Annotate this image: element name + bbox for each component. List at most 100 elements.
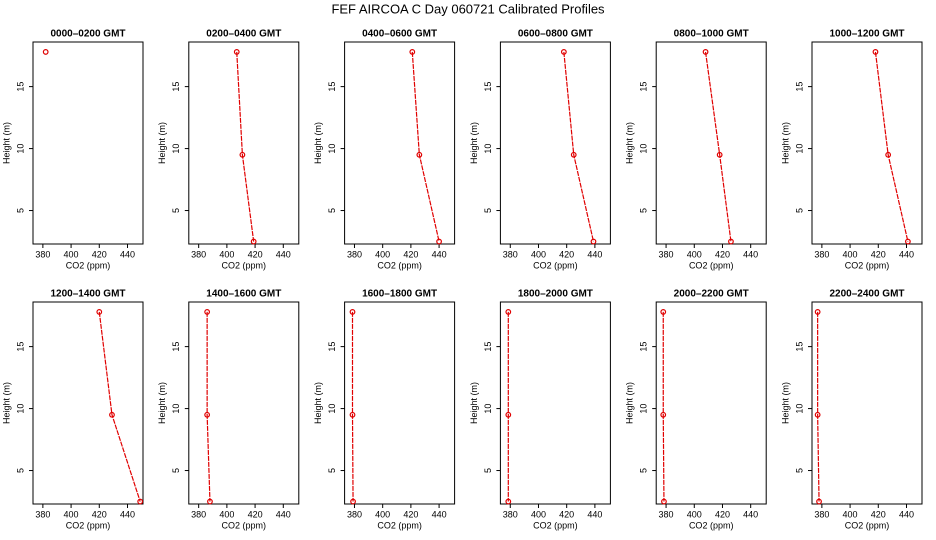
x-tick-label: 400 xyxy=(531,509,546,519)
x-axis-label: CO2 (ppm) xyxy=(845,260,890,270)
x-axis-label: CO2 (ppm) xyxy=(533,260,578,270)
y-tick-label: 5 xyxy=(483,208,493,213)
point xyxy=(660,309,667,315)
x-tick-label: 400 xyxy=(375,249,390,259)
y-axis-label: Height (m) xyxy=(780,122,790,164)
point xyxy=(207,498,213,505)
panel-title: 1200–1400 GMT xyxy=(50,289,125,300)
profile-line xyxy=(662,311,665,502)
x-axis-label: CO2 (ppm) xyxy=(377,260,422,270)
plot-frame xyxy=(655,41,767,245)
y-tick-label: 10 xyxy=(794,144,804,154)
x-tick-label: 400 xyxy=(687,509,702,519)
x-tick-label: 420 xyxy=(248,509,263,519)
y-axis-label: Height (m) xyxy=(157,382,167,424)
x-axis-label: CO2 (ppm) xyxy=(845,520,890,530)
x-tick-label: 380 xyxy=(35,509,50,519)
y-tick-label: 10 xyxy=(15,144,25,154)
point xyxy=(409,49,416,55)
panel-title: 1400–1600 GMT xyxy=(206,289,281,300)
point xyxy=(239,151,246,158)
x-tick-label: 380 xyxy=(191,509,206,519)
x-tick-label: 440 xyxy=(276,249,291,259)
y-tick-label: 15 xyxy=(327,82,337,92)
y-tick-label: 5 xyxy=(794,208,804,213)
x-axis-label: CO2 (ppm) xyxy=(222,520,267,530)
point xyxy=(661,498,667,505)
y-tick-label: 15 xyxy=(15,82,25,92)
y-tick-label: 5 xyxy=(15,208,25,213)
x-axis-label: CO2 (ppm) xyxy=(222,260,267,270)
plot-frame xyxy=(32,301,144,505)
point xyxy=(96,309,103,315)
y-tick-label: 10 xyxy=(639,144,649,154)
x-axis-label: CO2 (ppm) xyxy=(66,520,111,530)
y-tick-label: 10 xyxy=(483,144,493,154)
x-tick-label: 380 xyxy=(503,509,518,519)
plot-frame xyxy=(344,41,456,245)
point xyxy=(702,49,709,55)
x-tick-label: 420 xyxy=(871,509,886,519)
y-tick-label: 5 xyxy=(327,208,337,213)
x-tick-label: 400 xyxy=(64,509,79,519)
x-tick-label: 420 xyxy=(403,249,418,259)
x-axis-label: CO2 (ppm) xyxy=(689,520,734,530)
y-axis-label: Height (m) xyxy=(625,382,635,424)
plot-frame xyxy=(188,301,300,505)
x-tick-label: 420 xyxy=(92,249,107,259)
plot-frame xyxy=(499,41,611,245)
profile-line xyxy=(206,311,211,502)
y-tick-label: 5 xyxy=(483,468,493,473)
x-tick-label: 440 xyxy=(899,509,914,519)
point xyxy=(436,238,442,245)
panel-title: 1800–2000 GMT xyxy=(518,289,593,300)
x-tick-label: 380 xyxy=(659,509,674,519)
point xyxy=(416,151,423,158)
x-axis-label: CO2 (ppm) xyxy=(66,260,111,270)
plot-frame xyxy=(499,301,611,505)
profile-line xyxy=(874,51,909,242)
plot-frame xyxy=(811,41,923,245)
x-tick-label: 400 xyxy=(687,249,702,259)
y-tick-label: 15 xyxy=(15,342,25,352)
point xyxy=(885,151,892,158)
profile-line xyxy=(351,311,354,502)
point xyxy=(250,238,257,245)
point xyxy=(716,151,723,158)
x-tick-label: 380 xyxy=(814,509,829,519)
x-tick-label: 440 xyxy=(276,509,291,519)
panel-title: 2000–2200 GMT xyxy=(674,289,749,300)
plot-frame xyxy=(32,41,144,245)
y-axis-label: Height (m) xyxy=(313,122,323,164)
x-tick-label: 440 xyxy=(120,249,135,259)
x-tick-label: 440 xyxy=(587,249,602,259)
x-axis-label: CO2 (ppm) xyxy=(689,260,734,270)
y-tick-label: 5 xyxy=(15,468,25,473)
point xyxy=(204,411,211,418)
x-tick-label: 440 xyxy=(432,509,447,519)
y-tick-label: 5 xyxy=(639,208,649,213)
x-tick-label: 440 xyxy=(587,509,602,519)
y-axis-label: Height (m) xyxy=(1,382,11,424)
y-axis-label: Height (m) xyxy=(469,122,479,164)
y-tick-label: 5 xyxy=(171,468,181,473)
point xyxy=(660,411,667,418)
point xyxy=(728,238,734,245)
point xyxy=(570,151,577,158)
plot-frame xyxy=(188,41,300,245)
x-tick-label: 420 xyxy=(715,509,730,519)
x-tick-label: 380 xyxy=(814,249,829,259)
plot-frame xyxy=(811,301,923,505)
x-tick-label: 380 xyxy=(35,249,50,259)
x-tick-label: 420 xyxy=(559,249,574,259)
y-tick-label: 15 xyxy=(639,342,649,352)
point xyxy=(560,49,567,55)
y-tick-label: 10 xyxy=(171,144,181,154)
point xyxy=(872,49,879,55)
point xyxy=(590,238,597,245)
x-tick-label: 400 xyxy=(531,249,546,259)
x-tick-label: 400 xyxy=(843,249,858,259)
point xyxy=(233,49,240,55)
profile-line xyxy=(98,311,141,502)
